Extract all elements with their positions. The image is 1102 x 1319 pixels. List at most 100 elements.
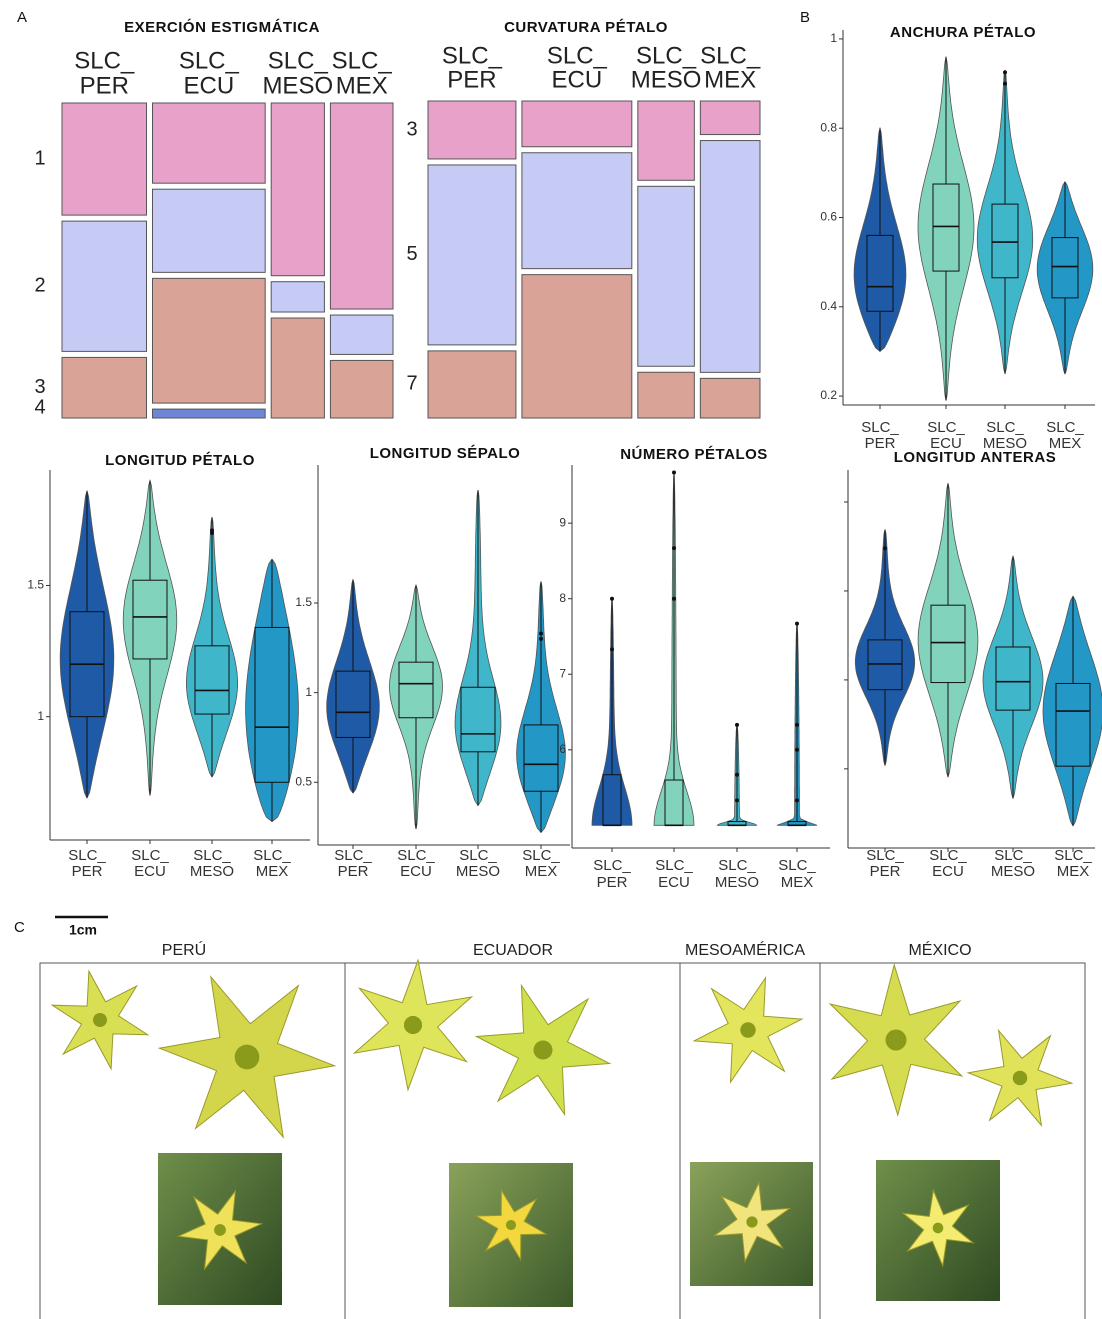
mosaic-cell [270,281,325,313]
region-label: ECUADOR [473,942,553,959]
mosaic-cell [637,100,695,181]
flower-center [740,1022,756,1038]
mosaic-cell [699,100,761,136]
x-tick-label: SLC_ [1054,847,1092,864]
y-tick-label: 1 [305,685,312,699]
x-tick-label: SLC_ [253,847,291,864]
mosaic-cell [61,102,148,216]
x-tick-label: ECU [658,874,690,891]
mosaic-cell [270,317,325,419]
x-tick-label: SLC_ [1046,419,1084,436]
x-tick-label: ECU [552,66,603,93]
mosaic-cell [699,377,761,419]
x-tick-label: SLC_ [700,42,761,69]
chart-title: LONGITUD SÉPALO [370,445,521,462]
outlier [1003,70,1007,75]
x-tick-label: SLC_ [459,847,497,864]
chart-title: ANCHURA PÉTALO [890,24,1036,41]
mosaic-cell [699,140,761,373]
y-tick-label: 1 [37,709,44,723]
x-tick-label: PER [597,874,628,891]
box [866,234,894,312]
level-label: 4 [34,396,45,418]
x-tick-label: SLC_ [131,847,169,864]
outlier [672,546,676,551]
x-tick-label: SLC_ [397,847,435,864]
y-tick-label: 0.5 [295,774,312,788]
outlier [539,631,543,636]
outlier [610,596,614,601]
mosaic-cell [637,185,695,367]
mosaic-cell [152,277,266,404]
y-tick-label: 1.5 [295,595,312,609]
y-tick-label: 9 [559,515,566,529]
mosaic-cell [521,274,633,419]
mosaic-cell [152,188,266,273]
chart-title: NÚMERO PÉTALOS [620,445,768,463]
flower-photos [50,958,1074,1271]
y-tick-label: 6 [559,742,566,756]
box [995,646,1031,711]
x-tick-label: MEX [336,72,388,99]
x-tick-label: SLC_ [927,419,965,436]
x-tick-label: ECU [930,435,962,452]
mosaic-cell [61,356,148,419]
flower-center [1012,1070,1028,1086]
chart-title: LONGITUD ANTERAS [894,449,1056,466]
x-tick-label: SLC_ [994,847,1032,864]
mosaic-cell [152,102,266,184]
chart-title: EXERCIÓN ESTIGMÁTICA [124,18,320,36]
box [932,183,960,272]
box [991,203,1019,279]
x-tick-label: ECU [932,863,964,880]
mosaic-cell [521,100,633,148]
level-label: 7 [406,373,417,395]
mosaic-cell [152,408,266,419]
x-tick-label: PER [447,66,496,93]
x-tick-label: MESO [456,863,500,880]
x-tick-label: MESO [991,863,1035,880]
x-tick-label: SLC_ [68,847,106,864]
mosaic-cell [270,102,325,277]
x-tick-label: MESO [983,435,1027,452]
x-tick-label: PER [72,863,103,880]
outlier [795,722,799,727]
box [335,670,371,738]
chart-title: CURVATURA PÉTALO [504,19,668,36]
panel-label: C [14,919,25,936]
outlier [795,798,799,803]
region-label: MESOAMÉRICA [685,940,805,959]
flower-center [403,1015,423,1035]
scale-bar-label: 1cm [69,922,97,938]
mosaic-cell [521,152,633,270]
box [930,604,966,684]
x-tick-label: SLC_ [655,857,693,874]
x-tick-label: PER [870,863,901,880]
outlier [210,528,214,533]
x-tick-label: SLC_ [861,419,899,436]
flower-center [885,1029,907,1051]
flower-center [93,1013,107,1027]
x-tick-label: PER [80,72,129,99]
mosaic-cell [329,314,394,355]
flower-center [533,1040,553,1060]
y-tick-label: 0.6 [820,210,837,224]
x-tick-label: SLC_ [193,847,231,864]
outlier [795,621,799,626]
x-tick-label: SLC_ [268,47,329,74]
box [602,774,622,826]
level-label: 3 [34,376,45,398]
level-label: 1 [34,147,45,169]
outlier [735,772,739,777]
box [254,626,290,783]
flower-center [234,1044,260,1070]
y-tick-label: 0.2 [820,388,837,402]
x-tick-label: SLC_ [332,47,393,74]
mosaic-cell [637,371,695,419]
x-tick-label: SLC_ [866,847,904,864]
box [460,686,496,753]
y-tick-label: 8 [559,591,566,605]
mosaic-cell [427,164,517,346]
x-tick-label: MEX [781,874,814,891]
